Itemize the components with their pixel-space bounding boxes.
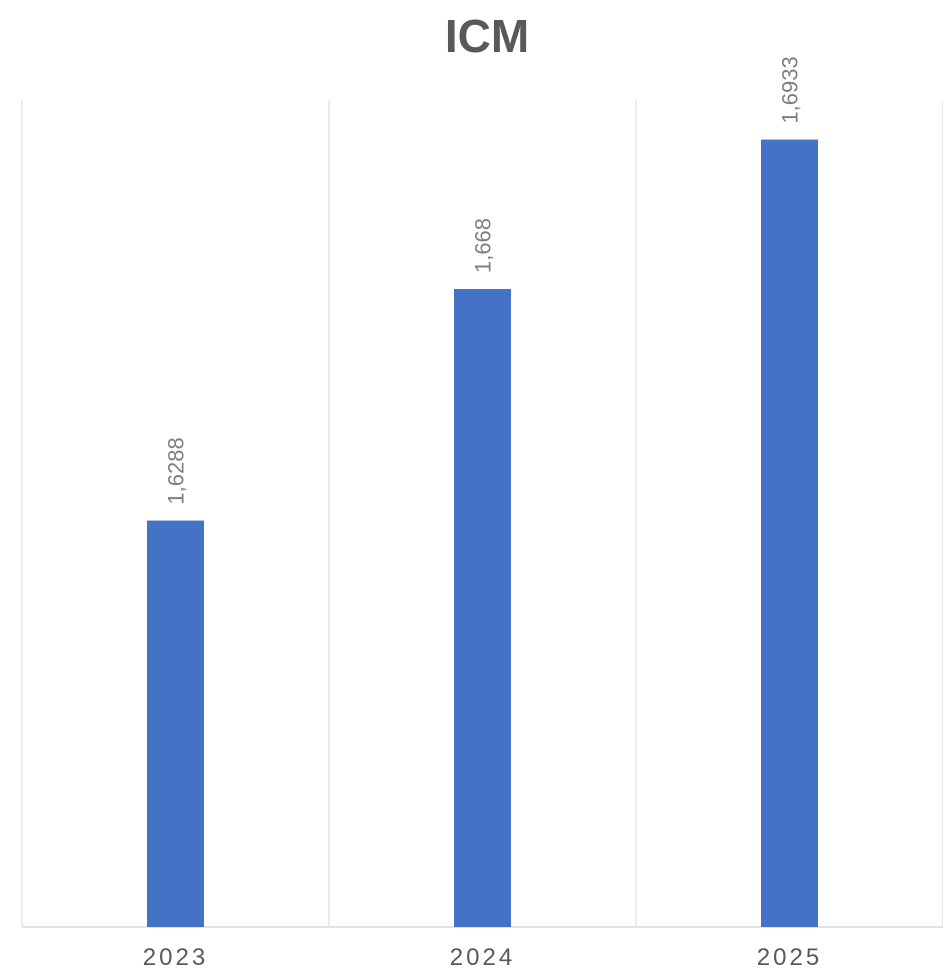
bar: [454, 289, 511, 927]
chart-title: ICM: [445, 10, 529, 62]
bar-layer: [147, 139, 818, 927]
label-layer: 1,6288 2023 1,668 2024 1,6933 2025: [143, 56, 822, 971]
data-label: 1,6288: [164, 437, 189, 504]
data-label: 1,668: [471, 218, 496, 273]
x-tick-label: 2024: [450, 944, 515, 971]
bar: [147, 520, 204, 927]
x-tick-label: 2025: [757, 944, 822, 971]
bar: [761, 139, 818, 927]
data-label: 1,6933: [778, 56, 803, 123]
x-tick-label: 2023: [143, 944, 208, 971]
